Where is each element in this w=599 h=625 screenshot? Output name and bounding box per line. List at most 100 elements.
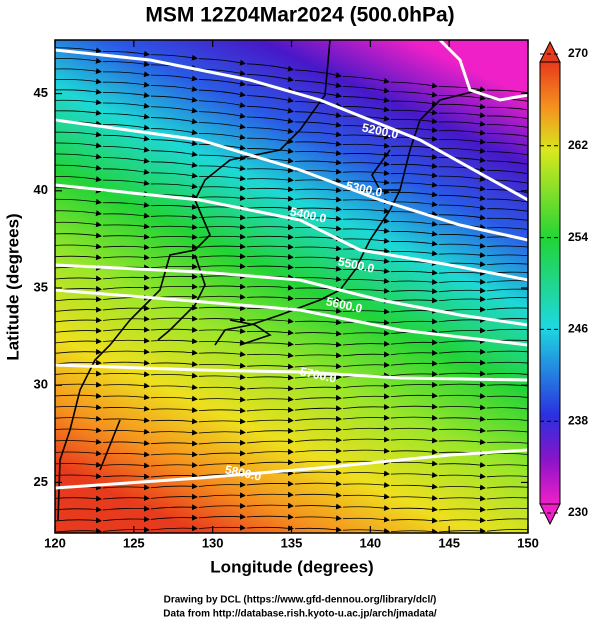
- streamline: [294, 492, 342, 499]
- streamline: [198, 243, 246, 250]
- streamline: [198, 429, 246, 436]
- streamline: [342, 308, 390, 315]
- streamline: [150, 150, 198, 158]
- streamline: [246, 427, 294, 434]
- streamline: [486, 371, 528, 378]
- streamline: [198, 502, 246, 509]
- streamline: [342, 179, 390, 186]
- streamline: [390, 414, 438, 421]
- streamline: [342, 75, 390, 84]
- streamline: [294, 80, 342, 89]
- streamline: [438, 94, 486, 101]
- streamline: [390, 318, 438, 325]
- streamline: [294, 111, 342, 119]
- streamline: [198, 418, 246, 425]
- streamline: [102, 516, 150, 523]
- streamline: [342, 151, 390, 158]
- streamline: [438, 287, 486, 294]
- streamline: [246, 205, 294, 212]
- streamline: [342, 351, 390, 358]
- streamline: [150, 203, 198, 210]
- streamline: [294, 515, 342, 522]
- streamline: [150, 283, 198, 290]
- streamline: [150, 514, 198, 521]
- streamline: [342, 133, 390, 140]
- streamline: [438, 278, 486, 285]
- streamline: [198, 351, 246, 358]
- streamline: [246, 459, 294, 466]
- streamline: [438, 157, 486, 163]
- y-tick-label: 30: [34, 377, 48, 392]
- streamline: [102, 417, 150, 424]
- streamline: [198, 233, 246, 240]
- streamline: [342, 482, 390, 488]
- streamline: [390, 100, 438, 107]
- streamline: [438, 404, 486, 411]
- streamline: [342, 414, 390, 421]
- streamline: [150, 462, 198, 469]
- streamline: [486, 505, 528, 512]
- streamline: [150, 263, 198, 270]
- streamline: [102, 484, 150, 491]
- streamline: [486, 160, 528, 168]
- streamline: [342, 106, 390, 113]
- streamline: [102, 405, 150, 412]
- streamline: [55, 254, 102, 261]
- streamline: [294, 255, 342, 262]
- streamline: [294, 426, 342, 433]
- streamline: [246, 284, 294, 291]
- streamline: [390, 483, 438, 490]
- streamline: [198, 316, 246, 323]
- streamline: [55, 221, 102, 228]
- streamline: [55, 296, 102, 303]
- streamline: [102, 428, 150, 435]
- streamline: [246, 352, 294, 359]
- streamline: [342, 382, 390, 389]
- streamline: [342, 86, 390, 94]
- streamline: [198, 328, 246, 335]
- streamline: [150, 273, 198, 280]
- streamline: [150, 418, 198, 425]
- streamline: [390, 506, 438, 513]
- streamline: [102, 495, 150, 502]
- coastline: [57, 40, 481, 521]
- streamline: [246, 417, 294, 424]
- x-tick-label: 130: [202, 535, 224, 550]
- streamline: [438, 495, 486, 502]
- streamline: [198, 450, 246, 457]
- streamline: [102, 337, 150, 344]
- streamline: [55, 306, 102, 313]
- streamline: [102, 124, 150, 131]
- streamline: [55, 68, 102, 75]
- streamline: [150, 95, 198, 103]
- streamline: [390, 269, 438, 276]
- streamline: [246, 253, 294, 260]
- streamline: [102, 50, 150, 57]
- streamline: [198, 385, 246, 392]
- field: [55, 40, 528, 533]
- streamline: [342, 115, 390, 122]
- streamline: [342, 170, 390, 176]
- streamline: [150, 326, 198, 333]
- streamline: [486, 394, 528, 401]
- streamline: [150, 384, 198, 391]
- streamline: [390, 460, 438, 467]
- streamline: [438, 204, 486, 211]
- streamline: [342, 404, 390, 411]
- streamline: [486, 294, 528, 301]
- streamline: [390, 528, 438, 533]
- streamline: [246, 264, 294, 270]
- streamline: [486, 115, 528, 122]
- streamline: [150, 504, 198, 511]
- streamline: [55, 176, 102, 183]
- streamline: [486, 169, 528, 177]
- streamline: [486, 198, 528, 205]
- streamline: [246, 363, 294, 370]
- streamline: [102, 244, 150, 251]
- streamline: [438, 415, 486, 422]
- streamline: [150, 253, 198, 260]
- colorbar-tick-label: 262: [568, 138, 588, 152]
- streamline: [294, 69, 342, 78]
- colorbar-bar: [539, 61, 561, 505]
- colorbar-max-arrow: [539, 40, 561, 63]
